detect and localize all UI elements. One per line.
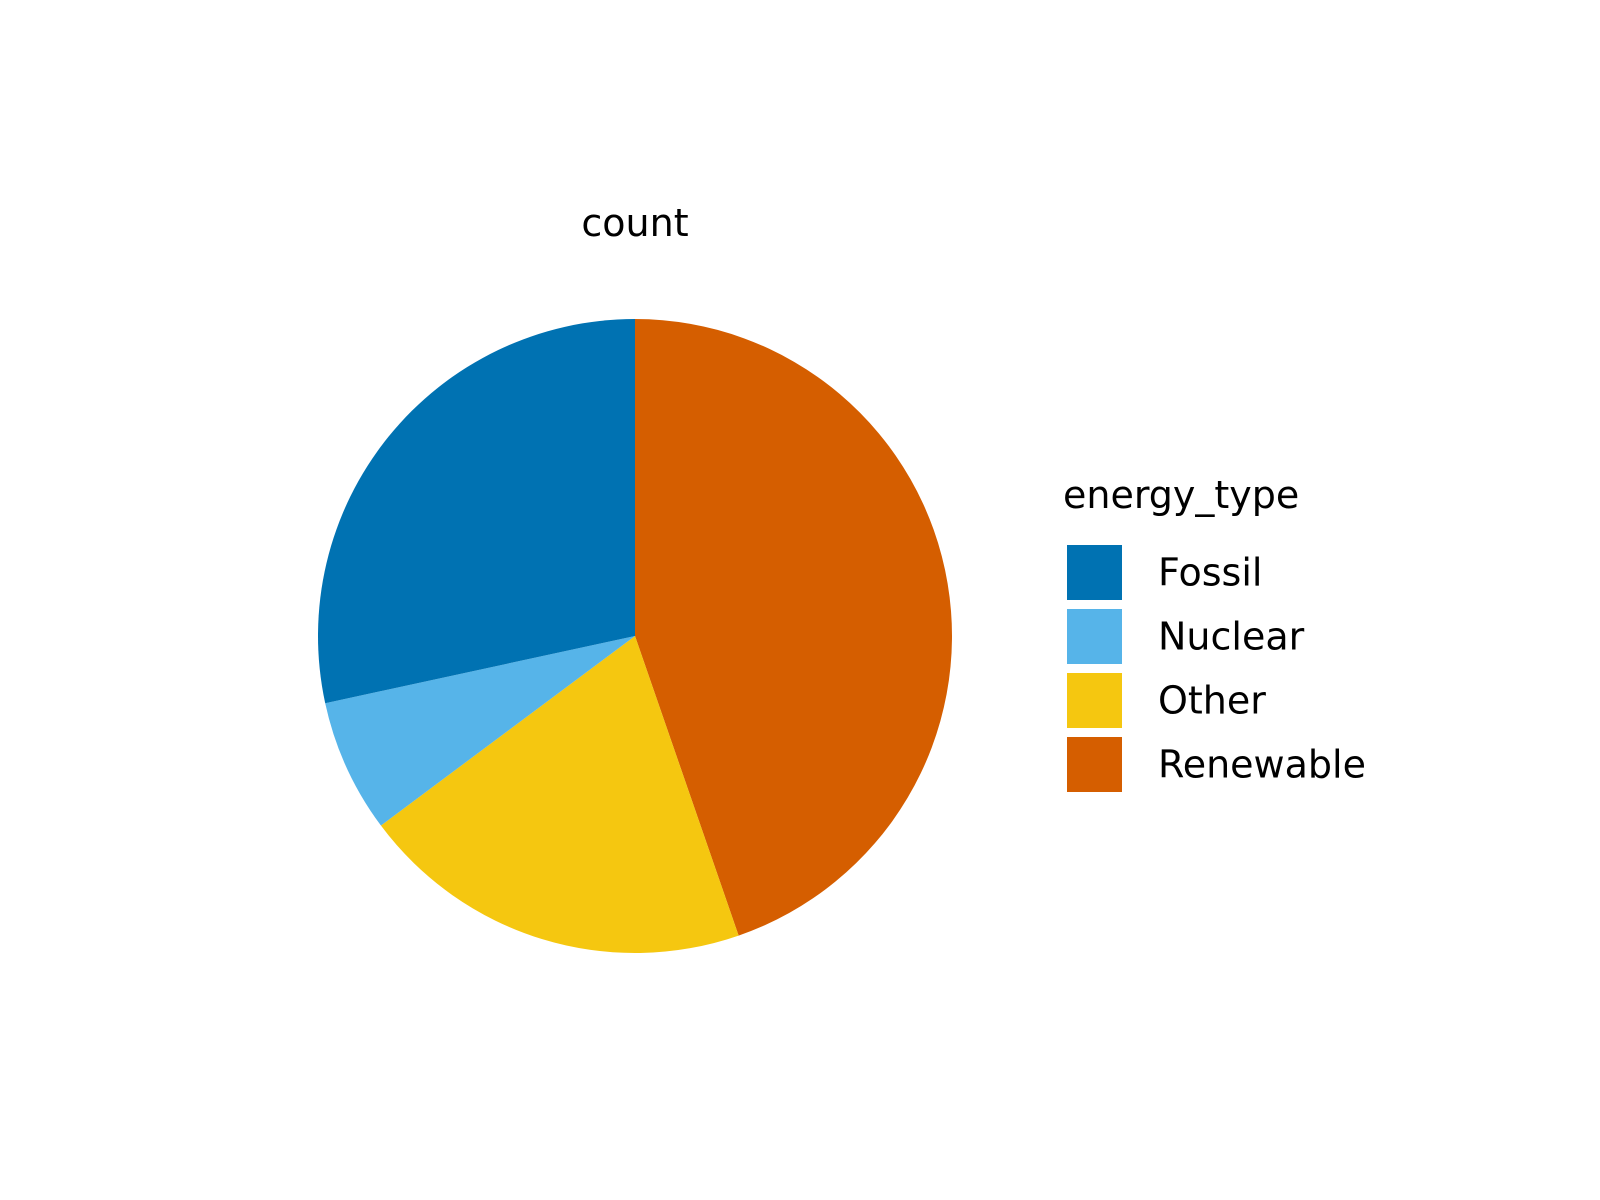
legend-key-renewable	[1067, 737, 1122, 792]
legend-label-renewable: Renewable	[1158, 743, 1366, 787]
legend-label-nuclear: Nuclear	[1158, 615, 1305, 659]
legend-key-fossil	[1067, 545, 1122, 600]
pie-slice-other	[380, 636, 739, 954]
legend-key-other	[1067, 673, 1122, 728]
chart-title: count	[581, 201, 688, 245]
legend-items: Fossil Nuclear Other Renewable	[1067, 545, 1366, 792]
legend-label-other: Other	[1158, 679, 1266, 723]
pie-slices	[317, 319, 953, 954]
pie-slice-fossil	[317, 319, 635, 704]
pie-slice-nuclear	[325, 636, 635, 826]
legend: energy_type Fossil Nuclear Other Renewable	[1063, 473, 1366, 792]
legend-title: energy_type	[1063, 473, 1299, 517]
legend-key-nuclear	[1067, 609, 1122, 664]
legend-label-fossil: Fossil	[1158, 551, 1262, 595]
pie-slice-renewable	[635, 319, 953, 936]
